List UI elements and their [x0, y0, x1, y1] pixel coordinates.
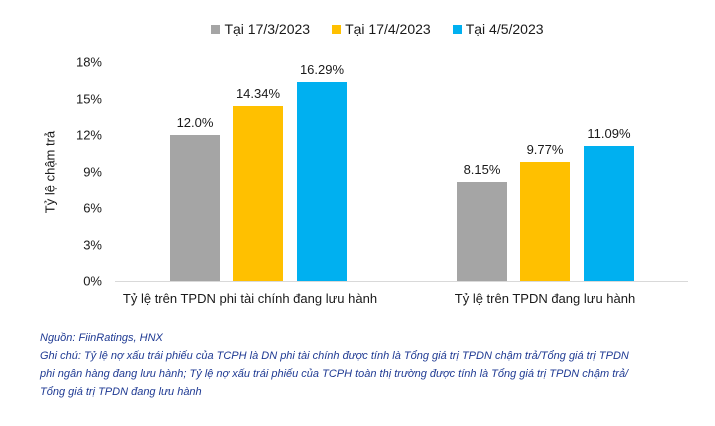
data-label: 11.09% — [587, 126, 631, 141]
y-tick: 3% — [83, 237, 102, 252]
category-label-non-financial: Tỷ lệ trên TPDN phi tài chính đang lưu h… — [122, 291, 378, 306]
data-label: 9.77% — [526, 142, 564, 157]
y-tick: 9% — [83, 164, 102, 179]
legend-item-17-3-2023: Tại 17/3/2023 — [211, 21, 310, 37]
data-label: 16.29% — [299, 62, 345, 77]
legend-item-4-5-2023: Tại 4/5/2023 — [452, 21, 544, 37]
legend-label: Tại 4/5/2023 — [465, 21, 544, 37]
chart-notes: Nguồn: FiinRatings, HNX Ghi chú: Tỷ lệ n… — [40, 329, 710, 401]
y-tick: 12% — [75, 127, 102, 143]
legend-label: Tại 17/3/2023 — [224, 21, 311, 37]
x-axis-line — [115, 281, 688, 282]
legend-swatch-yellow — [332, 24, 342, 34]
y-axis-title: Tỷ lệ chậm trả — [42, 130, 58, 214]
y-tick: 15% — [75, 91, 102, 106]
bar-group1-series3 — [297, 82, 347, 281]
legend-label: Tại 17/4/2023 — [345, 21, 431, 37]
bar-group2-series1 — [457, 182, 507, 281]
legend-swatch-blue — [452, 24, 462, 34]
data-label: 8.15% — [463, 162, 501, 177]
y-tick: 0% — [83, 273, 102, 289]
legend-swatch-gray — [211, 24, 221, 34]
bar-group2-series3 — [584, 146, 634, 281]
remark-line-1: Ghi chú: Tỷ lệ nợ xấu trái phiếu của TCP… — [40, 350, 629, 362]
bar-group1-series1 — [170, 135, 220, 281]
bar-group2-series2 — [520, 162, 570, 281]
remark-line-3: Tổng giá trị TPDN đang lưu hành — [40, 386, 202, 398]
data-label: 14.34% — [235, 86, 281, 101]
y-tick: 6% — [83, 200, 102, 216]
legend-item-17-4-2023: Tại 17/4/2023 — [332, 21, 431, 37]
legend: Tại 17/3/2023 Tại 17/4/2023 Tại 4/5/2023 — [0, 21, 715, 37]
remark-line-2: phi ngân hàng đang lưu hành; Tỷ lệ nợ xấ… — [40, 368, 629, 380]
source-note: Nguồn: FiinRatings, HNX — [40, 332, 163, 344]
bar-group1-series2 — [233, 106, 283, 281]
category-label-all: Tỷ lệ trên TPDN đang lưu hành — [454, 291, 636, 306]
y-tick: 18% — [75, 54, 102, 70]
data-label: 12.0% — [176, 115, 214, 130]
